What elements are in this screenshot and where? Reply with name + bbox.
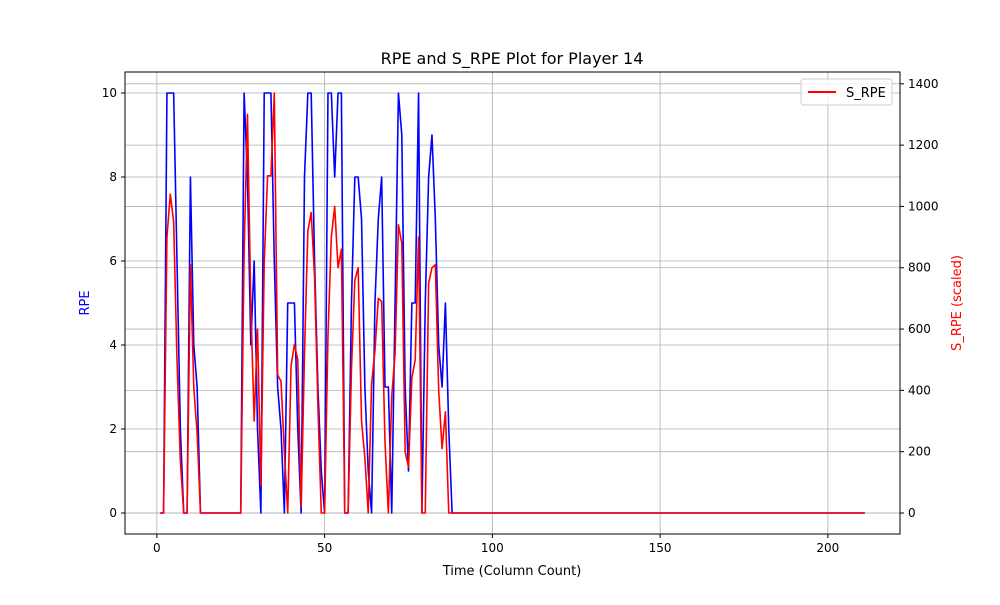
right-y-axis-label: S_RPE (scaled) — [950, 255, 965, 351]
x-tick-label: 100 — [481, 541, 504, 555]
y2-tick-label: 1400 — [908, 77, 939, 91]
right-y-axis-ticks: 0 200 400 600 800 1000 1200 1400 — [900, 77, 939, 520]
y-tick-label: 0 — [109, 506, 117, 520]
y2-tick-label: 800 — [908, 261, 931, 275]
x-tick-label: 150 — [649, 541, 672, 555]
y-tick-label: 2 — [109, 422, 117, 436]
legend-label-s-rpe: S_RPE — [846, 86, 886, 101]
series-lines — [160, 92, 865, 514]
y2-tick-label: 0 — [908, 506, 916, 520]
left-y-axis-ticks: 0 2 4 6 8 10 — [102, 86, 125, 520]
legend: S_RPE — [800, 78, 893, 106]
series-line-s-rpe — [160, 92, 865, 514]
left-y-axis-label: RPE — [78, 290, 93, 315]
legend-box — [800, 78, 893, 106]
y2-tick-label: 600 — [908, 322, 931, 336]
x-tick-label: 50 — [317, 541, 332, 555]
plot-background — [125, 72, 900, 534]
y-tick-label: 4 — [109, 338, 117, 352]
y-tick-label: 8 — [109, 170, 117, 184]
y2-tick-label: 1000 — [908, 199, 939, 213]
y-tick-label: 10 — [102, 86, 117, 100]
x-axis-label: Time (Column Count) — [442, 564, 582, 579]
y-tick-label: 6 — [109, 254, 117, 268]
y2-tick-label: 1200 — [908, 138, 939, 152]
x-axis-ticks: 0 50 100 150 200 — [153, 534, 839, 555]
chart-title: RPE and S_RPE Plot for Player 14 — [381, 49, 644, 69]
x-tick-label: 0 — [153, 541, 161, 555]
plot-frame — [124, 71, 901, 535]
x-tick-label: 200 — [816, 541, 839, 555]
y2-tick-label: 200 — [908, 445, 931, 459]
y2-tick-label: 400 — [908, 383, 931, 397]
